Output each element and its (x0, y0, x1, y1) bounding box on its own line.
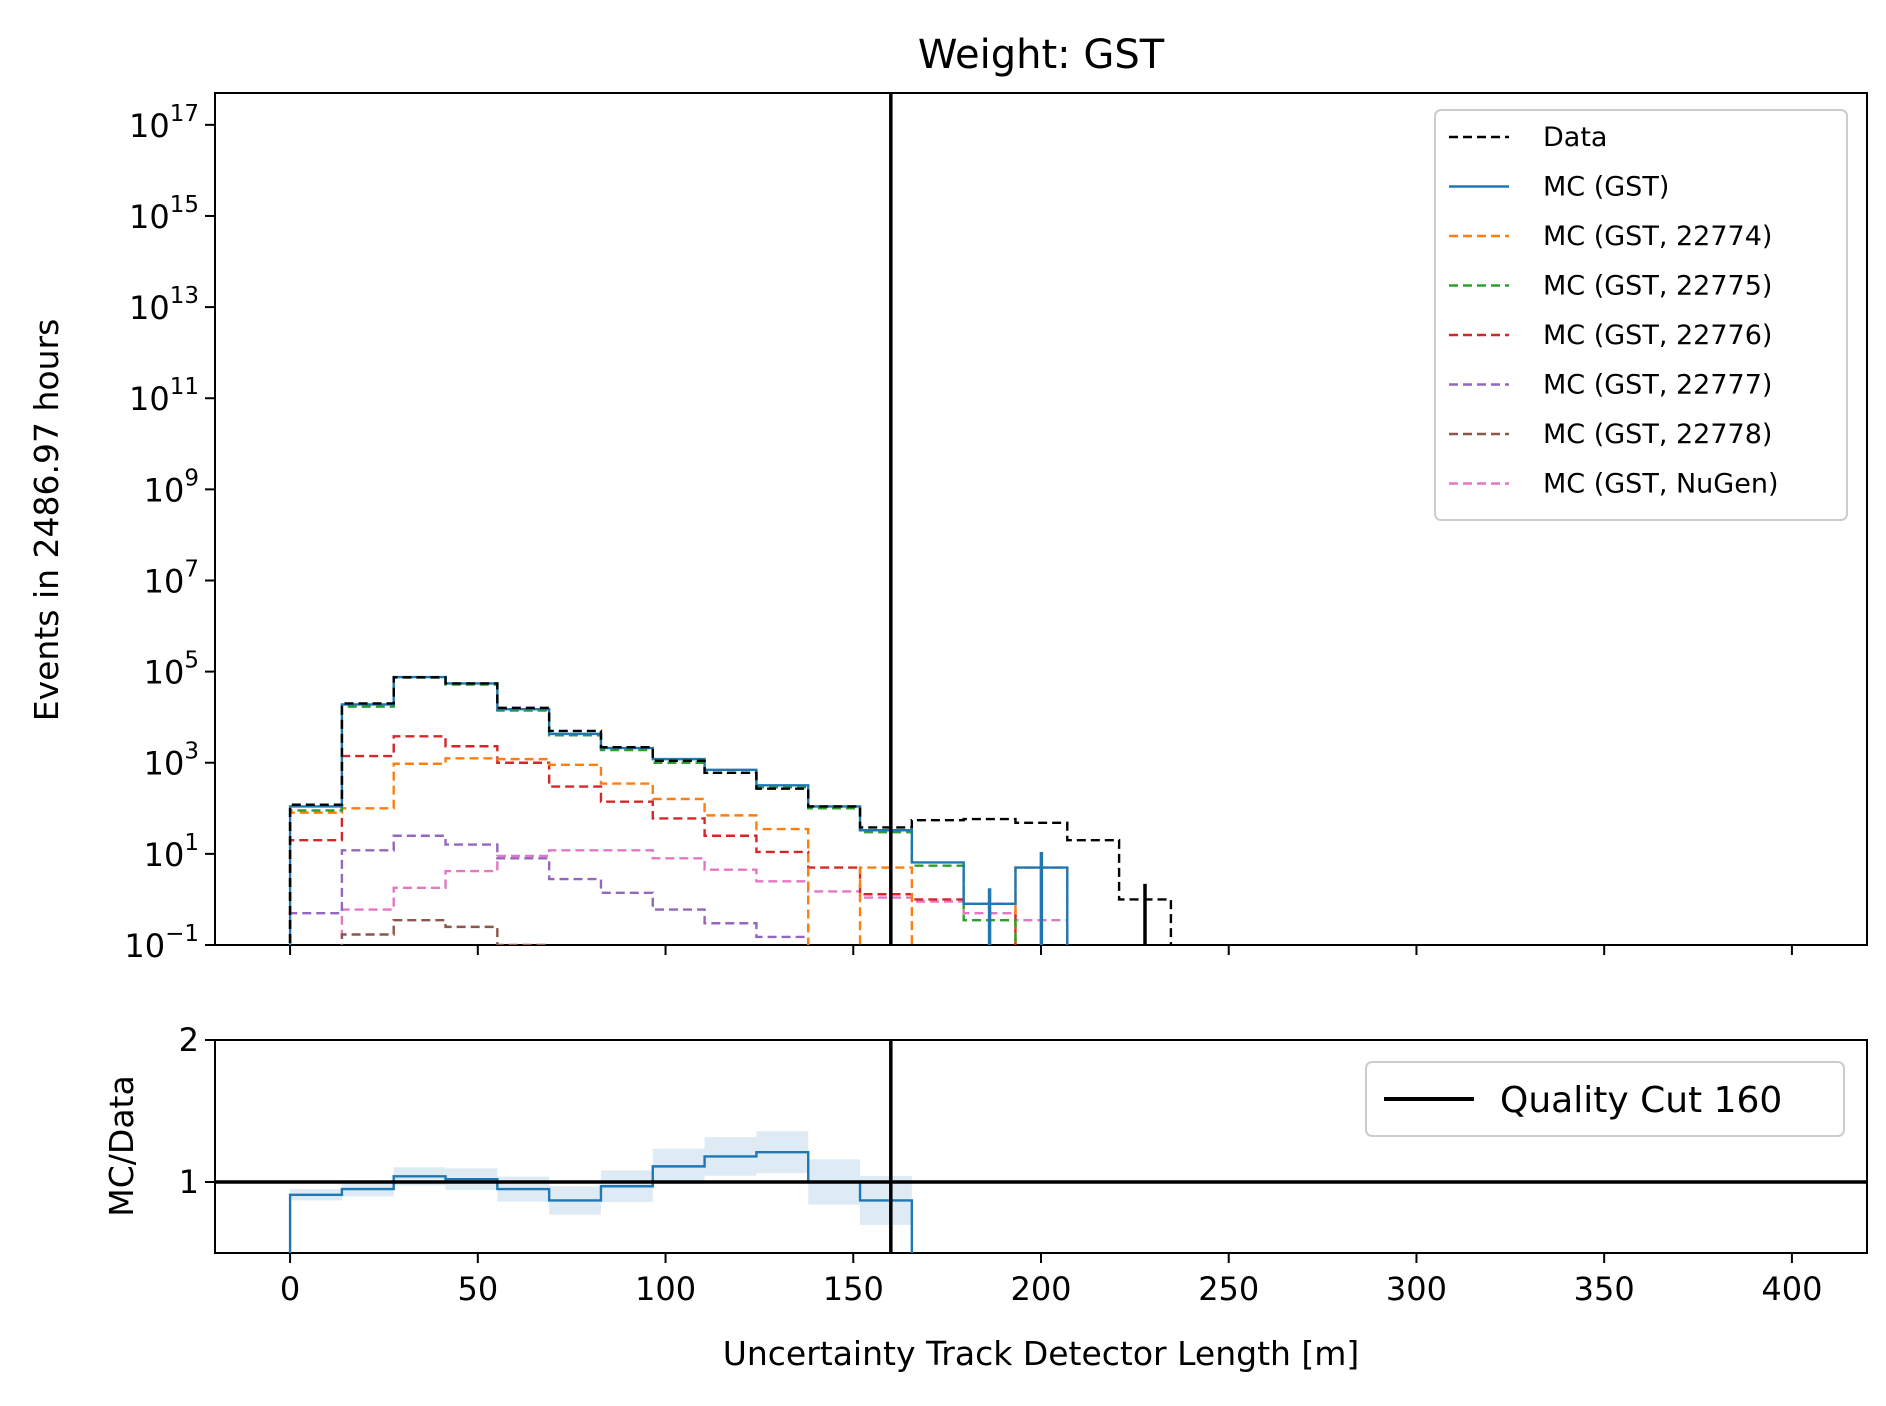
legend-label-4: MC (GST, 22776) (1543, 320, 1772, 351)
x-tick-label-4: 200 (1010, 1270, 1071, 1308)
top-y-tick-label-3: 105 (144, 648, 199, 692)
legend-frame (1434, 109, 1848, 521)
bottom-y-tick-label-1: 2 (179, 1021, 199, 1059)
top-y-tick-label-4: 107 (144, 556, 199, 600)
top-y-tick-label-8: 1015 (129, 192, 199, 236)
series-line-5 (288, 834, 810, 945)
top-y-axis-label: Events in 2486.97 hours (27, 319, 66, 722)
x-tick-label-1: 50 (457, 1270, 498, 1308)
legend-label-0: Data (1543, 122, 1607, 153)
bottom-y-tick-label-0: 1 (179, 1163, 199, 1201)
legend-label-1: MC (GST) (1543, 172, 1669, 203)
legend-series: Data MC (GST) MC (GST, 22774) MC (GST, 2277… (1434, 109, 1848, 521)
top-y-tick-label-7: 1013 (129, 283, 199, 327)
x-tick-label-0: 0 (280, 1270, 300, 1308)
top-y-tick-label-0: 10−1 (124, 921, 199, 965)
x-tick-label-8: 400 (1761, 1270, 1822, 1308)
legend-label-7: MC (GST, NuGen) (1543, 469, 1778, 500)
top-y-tick-label-5: 109 (144, 465, 199, 509)
top-y-tick-label-1: 101 (144, 830, 199, 874)
series-line-7 (340, 849, 1069, 945)
x-tick-label-3: 150 (823, 1270, 884, 1308)
legend-label-5: MC (GST, 22777) (1543, 370, 1772, 401)
bottom-y-axis-label: MC/Data (102, 1075, 141, 1216)
x-tick-label-5: 250 (1198, 1270, 1259, 1308)
x-tick-label-2: 100 (635, 1270, 696, 1308)
legend-label-2: MC (GST, 22774) (1543, 221, 1772, 252)
legend-cut: Quality Cut 160 (1365, 1061, 1845, 1137)
legend-cut-label: Quality Cut 160 (1500, 1080, 1782, 1121)
legend-label-3: MC (GST, 22775) (1543, 271, 1772, 302)
x-tick-label-7: 350 (1574, 1270, 1635, 1308)
top-y-tick-label-6: 1011 (129, 374, 199, 418)
series-line-0 (288, 676, 1173, 945)
x-axis-label: Uncertainty Track Detector Length [m] (723, 1334, 1360, 1373)
ratio-line (288, 1150, 914, 1253)
series-line-4 (288, 735, 1017, 945)
top-y-tick-label-2: 103 (144, 739, 199, 783)
series-line-2 (288, 757, 1069, 945)
top-y-tick-label-9: 1017 (129, 101, 199, 145)
chart-title: Weight: GST (918, 32, 1165, 78)
x-tick-label-6: 300 (1386, 1270, 1447, 1308)
legend-label-6: MC (GST, 22778) (1543, 419, 1772, 450)
